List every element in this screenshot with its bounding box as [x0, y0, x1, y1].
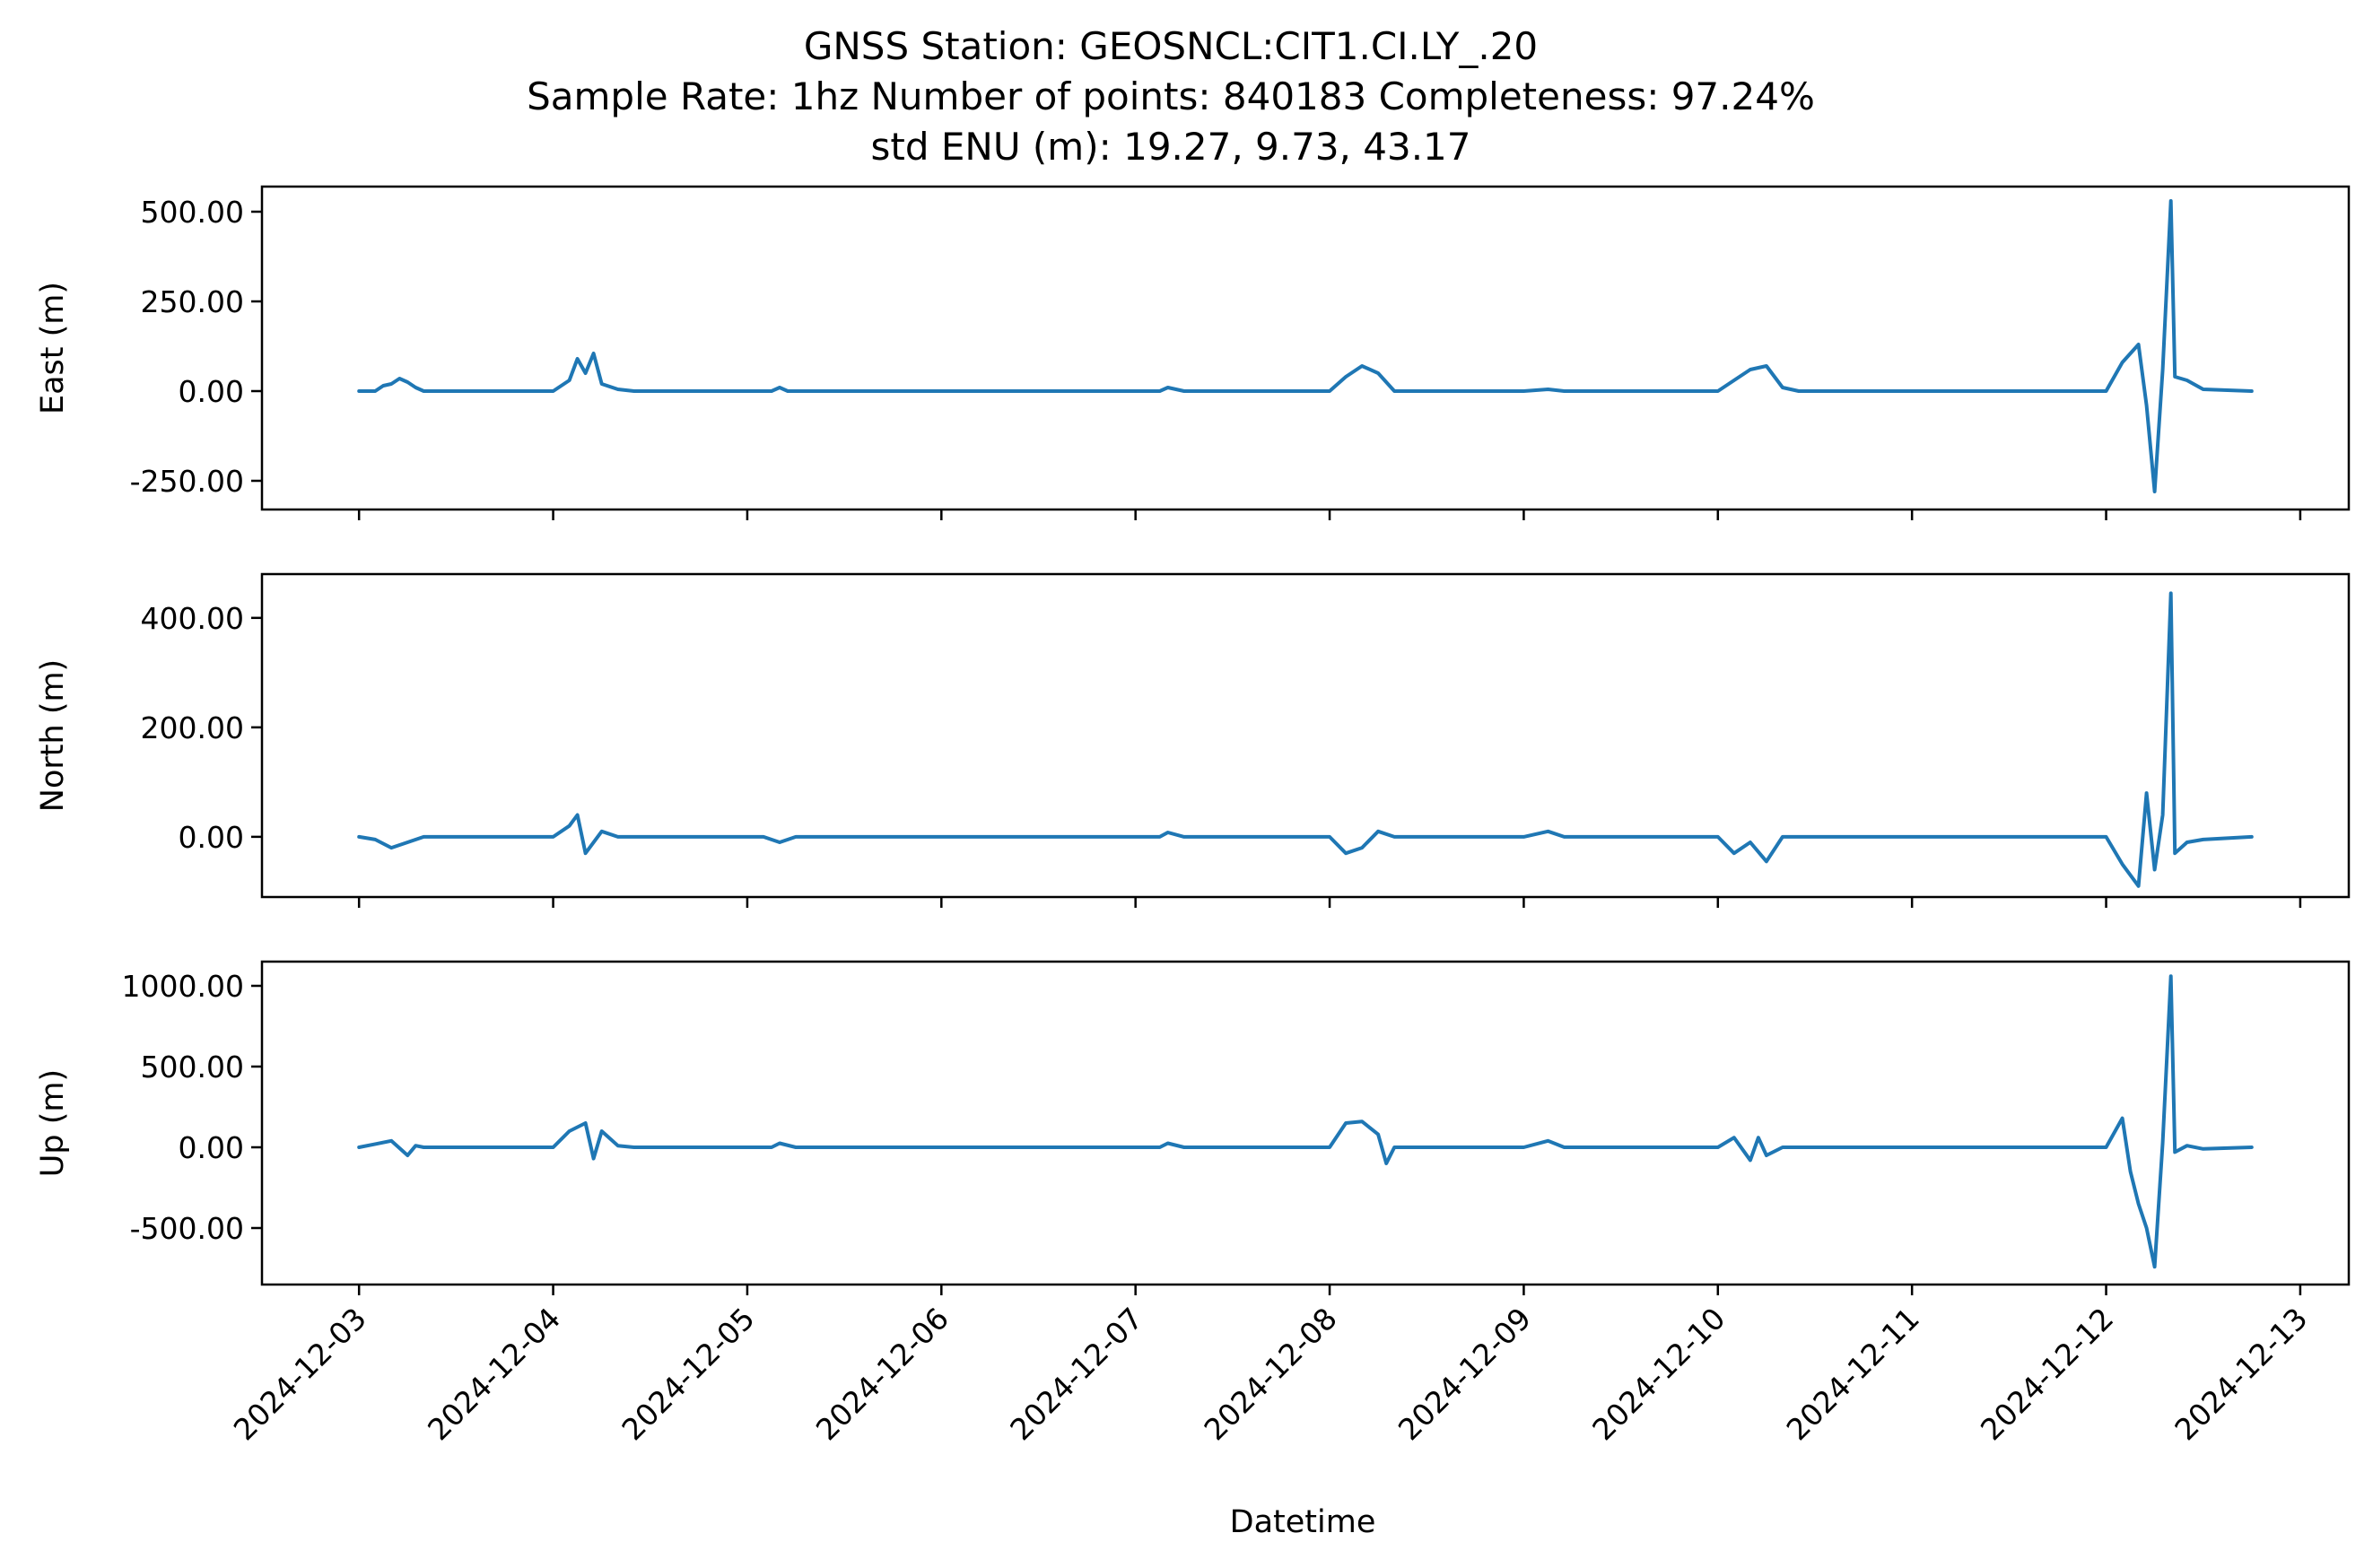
x-tick-label: 2024-12-06 [809, 1301, 955, 1447]
east-series-line [357, 199, 2254, 493]
x-tick-label: 2024-12-05 [615, 1301, 761, 1447]
north-y-axis-label: North (m) [35, 659, 71, 812]
north-plot-frame [260, 572, 2351, 899]
north-series-line [357, 591, 2254, 888]
x-axis: 2024-12-03 2024-12-04 2024-12-05 2024-12-06… [227, 1301, 2315, 1447]
up-y-tick-label: 500.00 [141, 1050, 244, 1085]
up-plot-frame [260, 960, 2351, 1286]
x-tick-label: 2024-12-11 [1780, 1301, 1926, 1447]
panel-north: 400.00 200.00 0.00 North (m) [35, 572, 2351, 908]
chart-panels: 500.00 250.00 0.00 -250.00 East (m) 400.00 200… [35, 185, 2351, 1295]
panel-up: 1000.00 500.00 0.00 -500.00 Up (m) [35, 960, 2351, 1295]
up-y-tick-label: 1000.00 [122, 969, 244, 1004]
north-y-tick-label: 200.00 [141, 710, 244, 745]
east-y-tick-label: 250.00 [141, 284, 244, 319]
x-tick-label: 2024-12-03 [227, 1301, 373, 1447]
chart-title-line3: std ENU (m): 19.27, 9.73, 43.17 [871, 125, 1471, 169]
x-tick-label: 2024-12-10 [1585, 1301, 1732, 1447]
up-y-axis-label: Up (m) [35, 1069, 71, 1177]
east-y-tick-label: -250.00 [130, 464, 244, 499]
up-series-line [357, 974, 2254, 1269]
x-tick-label: 2024-12-08 [1198, 1301, 1344, 1447]
x-tick-label: 2024-12-07 [1003, 1301, 1149, 1447]
x-tick-label: 2024-12-12 [1974, 1301, 2120, 1447]
chart-title-line2: Sample Rate: 1hz Number of points: 84018… [527, 74, 1815, 118]
panel-east: 500.00 250.00 0.00 -250.00 East (m) [35, 185, 2351, 520]
east-y-tick-label: 0.00 [179, 374, 244, 409]
east-plot-frame [260, 185, 2351, 511]
up-y-tick-label: -500.00 [130, 1211, 244, 1246]
north-y-tick-label: 0.00 [179, 820, 244, 855]
x-tick-label: 2024-12-09 [1392, 1301, 1538, 1447]
chart-title-line1: GNSS Station: GEOSNCL:CIT1.CI.LY_.20 [804, 24, 1538, 68]
east-y-axis-label: East (m) [35, 282, 71, 414]
up-y-tick-label: 0.00 [179, 1130, 244, 1165]
x-axis-label: Datetime [1230, 1504, 1376, 1540]
x-tick-label: 2024-12-13 [2168, 1301, 2314, 1447]
east-y-tick-label: 500.00 [141, 195, 244, 230]
north-y-tick-label: 400.00 [141, 601, 244, 636]
x-tick-label: 2024-12-04 [421, 1301, 567, 1447]
